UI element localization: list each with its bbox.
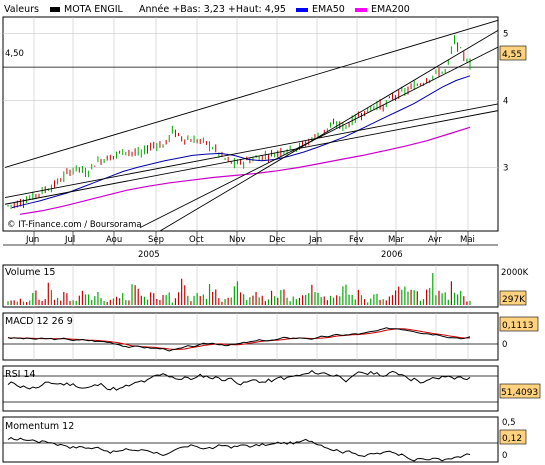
x-tick-label: Avr — [428, 235, 442, 245]
level-label: 4,50 — [5, 49, 24, 59]
price-panel-frame — [2, 16, 499, 232]
volume-panel: Volume 15 2000K 297K — [2, 264, 529, 308]
rsi-last-value: 51,4093 — [501, 388, 538, 398]
year-label-2006: 2006 — [381, 250, 403, 260]
ema200-swatch — [355, 8, 367, 12]
volume-title: Volume 15 — [5, 267, 55, 278]
x-tick-label: Jan — [308, 235, 322, 245]
trend-line — [4, 110, 499, 205]
rsi-panel-frame — [2, 365, 499, 412]
trend-lines — [4, 19, 499, 232]
trend-line — [4, 103, 499, 199]
x-tick-label: Jul — [64, 235, 75, 245]
chart-legend: Valeurs MOTA ENGIL Année +Bas: 3,23 +Hau… — [4, 4, 410, 15]
ema50-swatch — [296, 8, 308, 12]
price-y-tick: 5 — [503, 30, 508, 40]
momentum-y-tick-high: 0,5 — [502, 418, 516, 428]
momentum-y-tick-zero: 0 — [502, 451, 507, 461]
momentum-last-value: 0,12 — [502, 434, 522, 444]
ema50-line — [11, 75, 471, 209]
volume-y-tick: 2000K — [501, 268, 529, 278]
rsi-panel: RSI 14 51,4093 — [2, 365, 541, 412]
macd-title: MACD 12 26 9 — [5, 316, 73, 327]
x-tick-label: Dec — [269, 235, 286, 245]
rsi-line — [7, 369, 471, 391]
x-tick-label: Aou — [106, 235, 122, 245]
trend-line — [159, 29, 499, 232]
momentum-line — [7, 437, 471, 462]
rsi-value-box — [499, 383, 541, 399]
trend-line — [139, 46, 499, 229]
x-axis: Jun Jul Aou Sep Oct Nov Dec Jan Fev Mar Avr Mai — [25, 231, 475, 245]
momentum-panel-frame — [2, 416, 499, 463]
x-tick-label: Sep — [148, 235, 164, 245]
x-tick-label: Jun — [25, 235, 39, 245]
volume-last-value: 297K — [502, 295, 526, 305]
copyright-text: © IT-Finance.com / Boursorama — [7, 220, 142, 230]
trend-line — [4, 19, 499, 168]
x-tick-label: Fev — [349, 235, 364, 245]
price-y-tick: 3 — [503, 163, 508, 173]
valeurs-label: Valeurs — [4, 4, 39, 15]
macd-last-value: 0,1113 — [502, 321, 534, 331]
year-range-text: Année +Bas: 3,23 +Haut: 4,95 — [139, 4, 286, 15]
price-last-value: 4,55 — [502, 50, 522, 60]
rsi-title: RSI 14 — [5, 369, 36, 380]
macd-line — [7, 327, 471, 352]
macd-grid — [33, 313, 469, 360]
ema200-legend-label: EMA200 — [371, 4, 410, 15]
x-tick-label: Mar — [388, 235, 405, 245]
price-y-tick: 4 — [503, 97, 508, 107]
price-panel: © IT-Finance.com / Boursorama 4,50 3 4 5 4… — [2, 16, 527, 232]
macd-value-box — [499, 316, 539, 332]
volume-bars — [7, 273, 471, 305]
x-tick-label: Oct — [189, 235, 204, 245]
x-tick-label: Mai — [460, 235, 475, 245]
macd-panel: MACD 12 26 9 0,1113 0 — [2, 312, 539, 361]
macd-y-tick: 0 — [502, 340, 507, 350]
macd-panel-frame — [2, 312, 499, 361]
x-tick-label: Nov — [229, 235, 246, 245]
price-y-axis: 3 4 5 — [503, 30, 508, 174]
instrument-swatch — [50, 7, 60, 12]
price-grid — [3, 17, 498, 231]
year-label-2005: 2005 — [138, 250, 160, 260]
price-value-box — [499, 45, 527, 61]
momentum-panel: Momentum 12 0,5 0,12 0 — [2, 416, 527, 463]
momentum-value-box — [499, 429, 527, 445]
momentum-title: Momentum 12 — [5, 421, 74, 432]
volume-value-box — [499, 290, 527, 306]
instrument-name: MOTA ENGIL — [64, 4, 124, 15]
ema50-legend-label: EMA50 — [312, 4, 345, 15]
